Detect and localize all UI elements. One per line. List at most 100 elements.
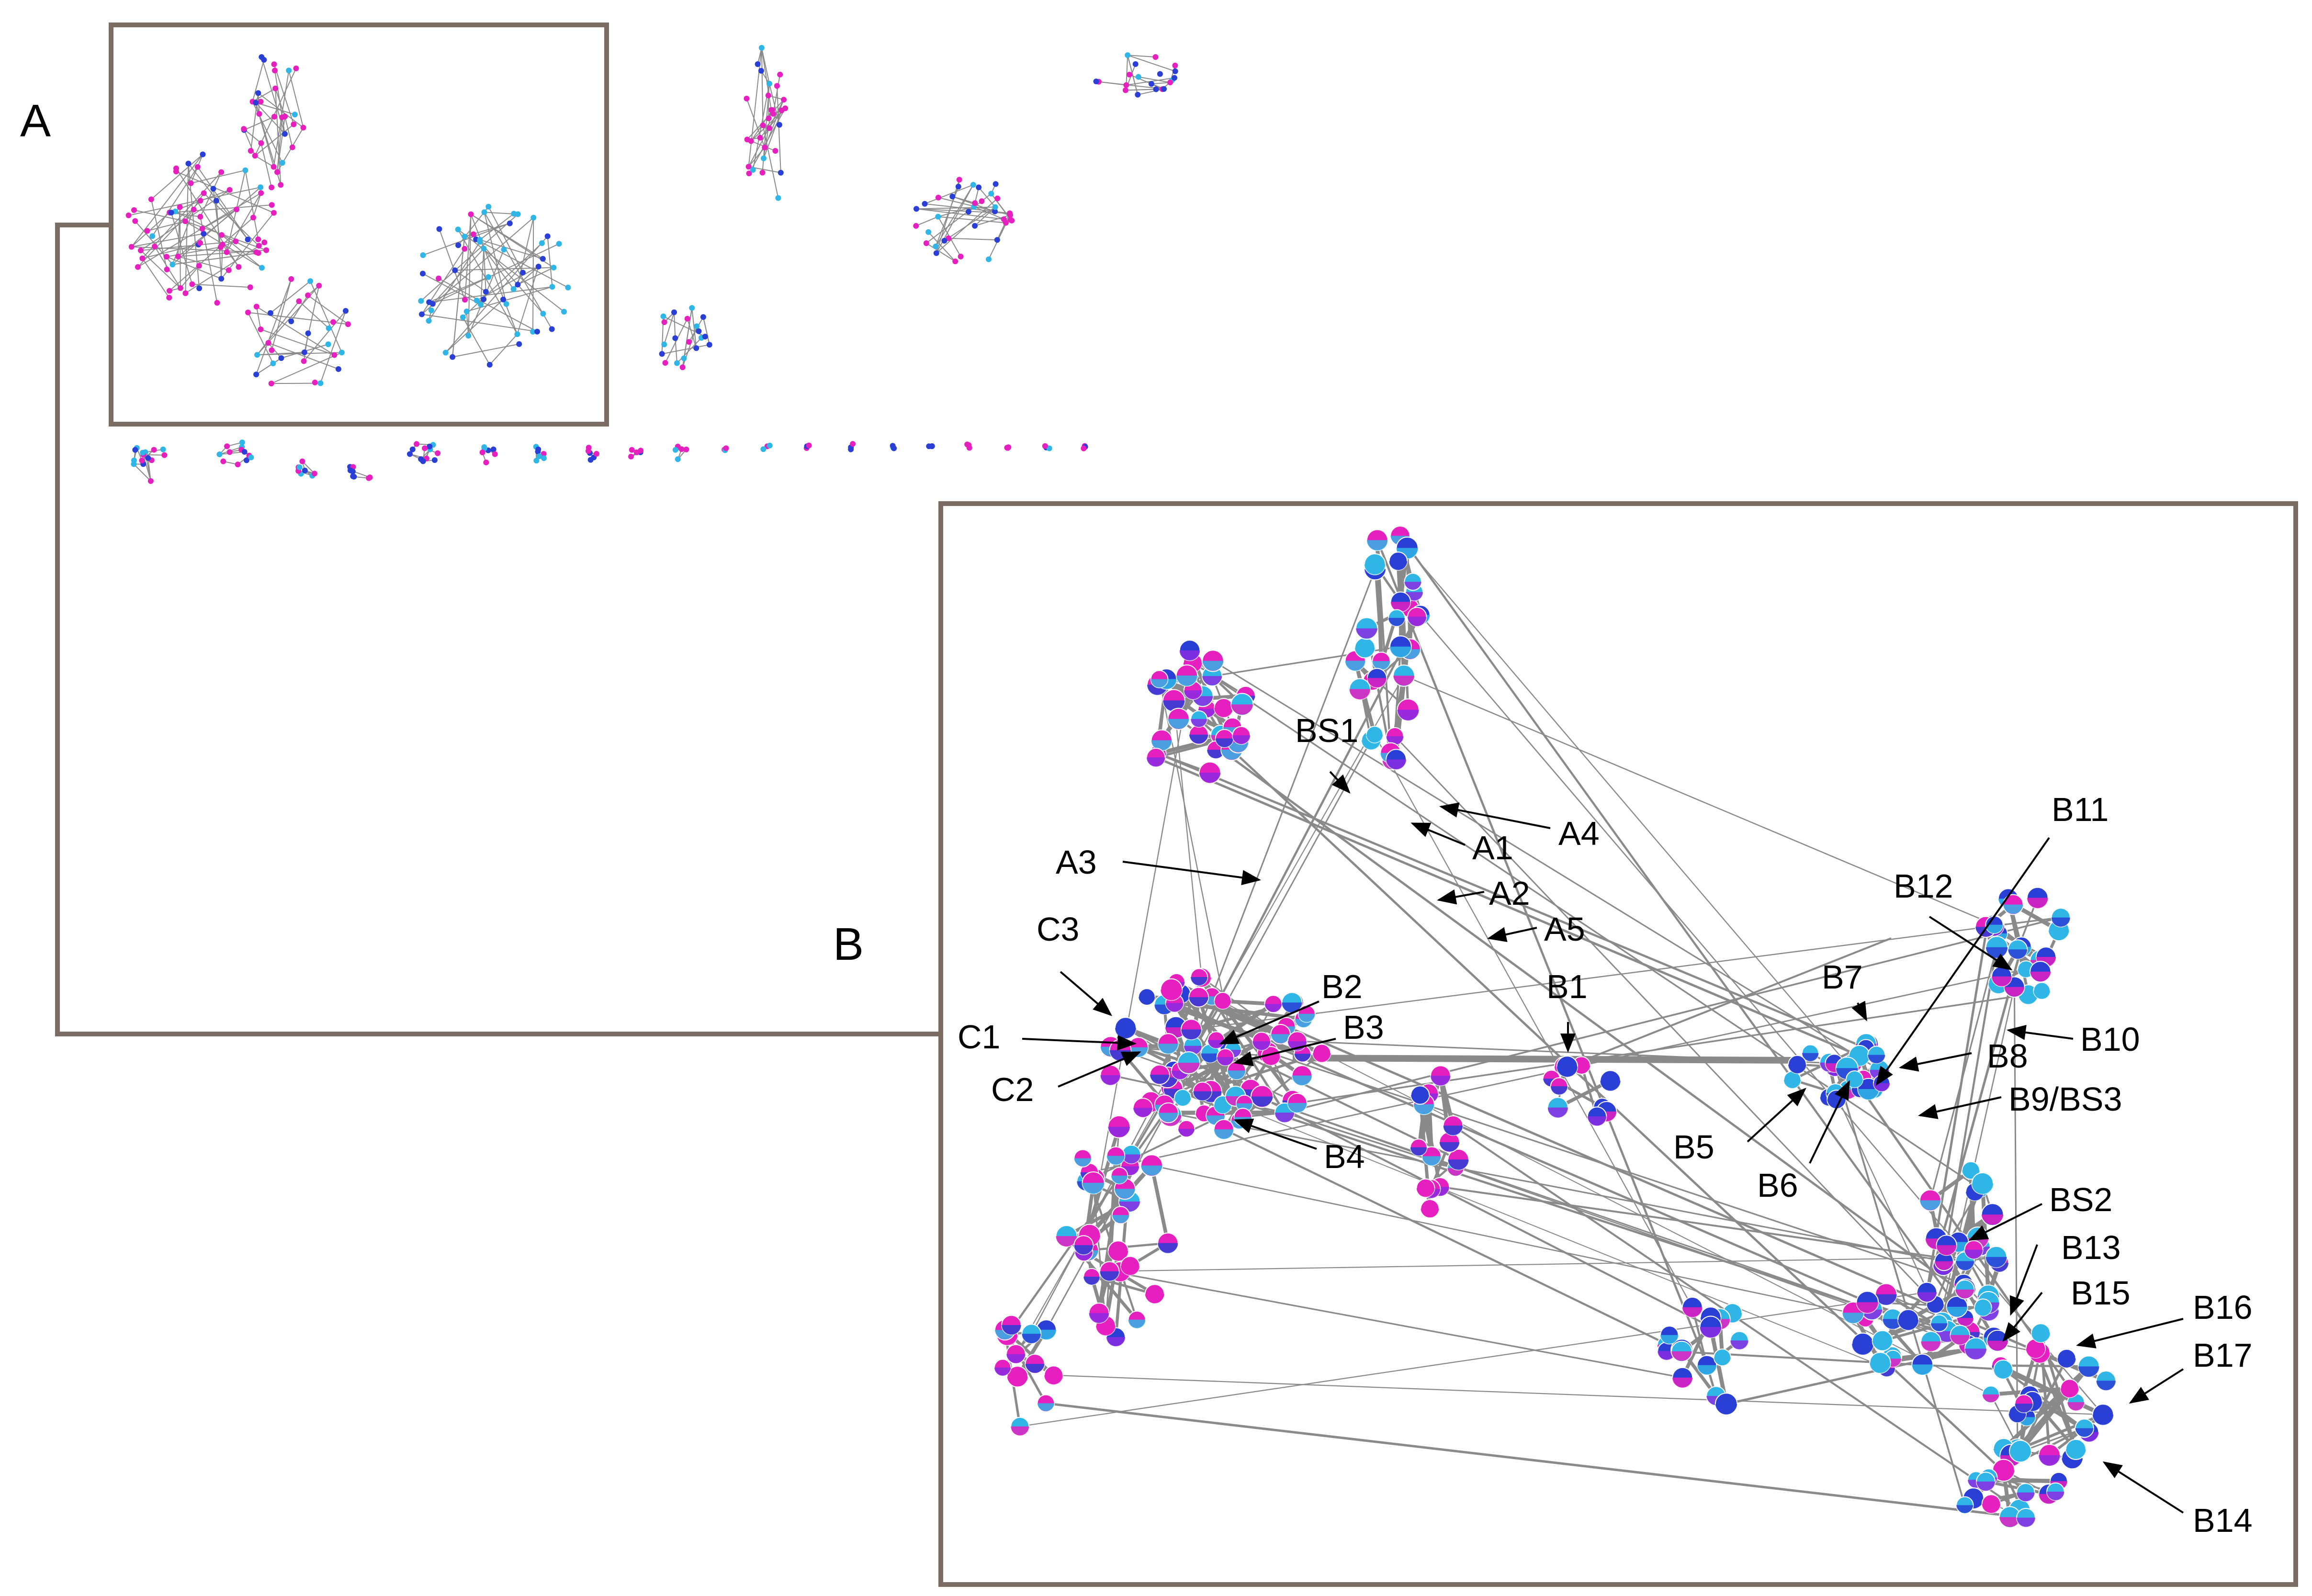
overview-node [593,451,599,457]
overview-node [259,54,265,60]
network-node-sector [2017,1517,2035,1527]
network-node-sector [1364,564,1386,575]
overview-node [760,122,766,128]
network-node-sector [1161,989,1183,1000]
network-node-sector [2030,971,2051,982]
network-node-sector [1842,1313,1864,1324]
network-node-sector [1972,1183,1994,1194]
overview-node [689,305,695,311]
overview-node [1149,81,1154,87]
network-node-sector [1730,1340,1748,1349]
overview-node [778,169,784,176]
overview-node [199,225,205,232]
overview-node [300,124,306,131]
overview-node [409,446,416,452]
overview-edge [432,248,485,304]
overview-node [253,303,259,310]
network-node-sector [1439,1142,1460,1152]
network-node-sector [1100,1075,1121,1085]
overview-node [485,274,492,280]
overview-edge [302,461,315,474]
label-B2: B2 [1321,968,1363,1005]
network-node-sector [1992,1470,2015,1481]
label-C2: C2 [991,1071,1034,1108]
overview-edge [303,310,346,362]
overview-node [465,333,472,339]
network-edge [1284,916,2061,1114]
network-node-sector [1158,1113,1178,1122]
network-node-sector [1388,618,1405,626]
overview-node [268,381,274,387]
network-node-sector [1056,1236,1077,1247]
overview-node [1122,87,1128,93]
network-node-sector [2047,1492,2064,1501]
overview-node [214,300,220,306]
network-node-sector [1389,561,1408,570]
overview-node [949,193,956,200]
overview-node [311,471,317,477]
overview-node [556,241,562,247]
overview-node [420,458,426,464]
network-node-sector [1108,1126,1130,1137]
overview-node [131,207,137,213]
network-node-sector [1150,679,1168,688]
overview-node [160,446,166,452]
overview-node [540,256,546,262]
overview-edge [445,299,504,353]
overview-node [533,458,540,464]
overview-node [151,447,157,453]
overview-node [175,253,181,259]
label-A2: A2 [1489,875,1530,912]
overview-edge [271,352,342,384]
overview-edge [172,252,259,265]
network-node-sector [1366,734,1383,743]
network-node-sector [1950,1335,1970,1345]
overview-node [258,190,264,196]
network-node-sector [2009,1451,2031,1461]
label-A1: A1 [1472,829,1513,866]
label-B15: B15 [2071,1274,2131,1312]
network-node-sector [1356,628,1378,639]
label-B8: B8 [1987,1037,2028,1075]
overview-node [952,259,959,264]
network-edge [2039,1350,2107,1382]
overview-node [263,247,270,253]
overview-node [935,214,941,220]
network-node-sector [1366,540,1388,551]
network-node-sector [2057,1358,2076,1368]
overview-node [139,458,145,463]
label-A3: A3 [1056,843,1097,881]
overview-node [253,371,259,378]
arrow-B14 [2102,1461,2184,1514]
overview-node [535,263,541,270]
network-node-sector [1202,661,1224,671]
overview-node [672,447,678,453]
panel-b-nodes [994,526,2116,1529]
overview-edge [310,281,342,353]
overview-node [806,442,812,449]
network-node-sector [1852,1344,1874,1355]
network-edge [1191,917,2061,1030]
overview-node [745,164,752,170]
overview-node [766,80,772,87]
network-edge [1053,1374,2103,1416]
overview-node [185,160,192,167]
network-node-sector [1416,1188,1435,1197]
overview-node [132,218,138,224]
overview-node [345,321,351,327]
overview-node [1135,91,1141,98]
overview-edge [421,217,534,315]
overview-node [483,460,489,465]
overview-node [1046,445,1052,451]
network-edge [1223,1128,1682,1352]
panel-b-frame [938,501,2298,1587]
network-edge [1297,993,2029,1104]
overview-edge [480,248,485,305]
overview-node [1007,212,1013,218]
network-node-sector [1201,1053,1219,1063]
network-node-sector [1872,1340,1893,1350]
overview-edge [222,244,239,268]
overview-node [316,282,322,289]
overview-node [958,253,964,259]
